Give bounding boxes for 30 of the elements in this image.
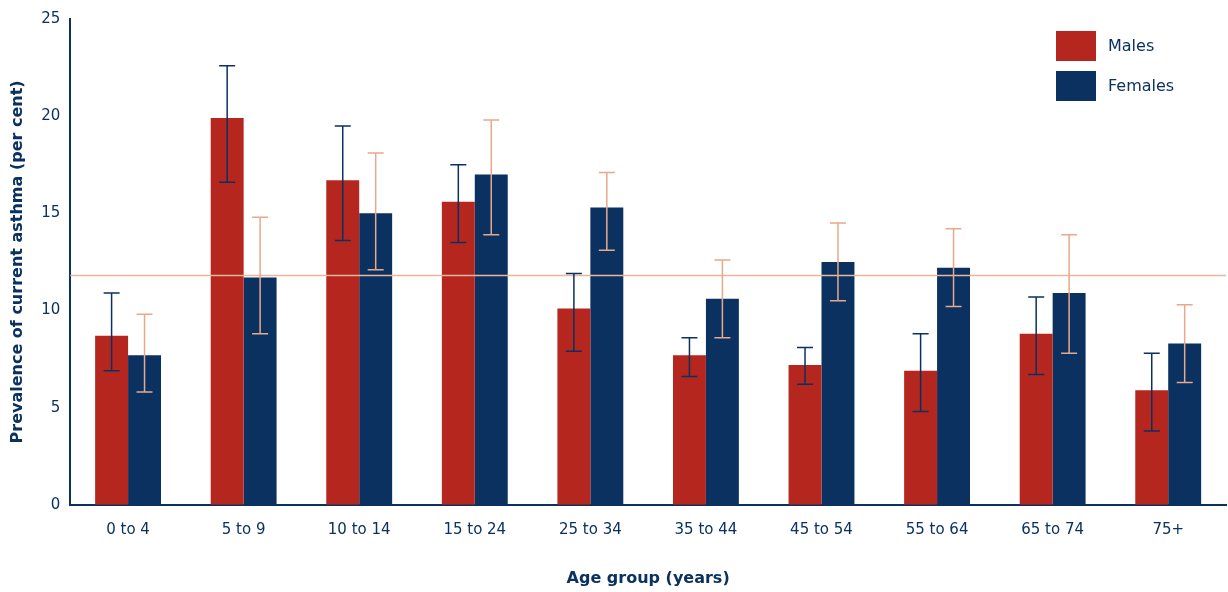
y-tick-label: 5 bbox=[50, 397, 61, 416]
bar bbox=[1019, 333, 1053, 505]
bar bbox=[95, 335, 129, 505]
x-tick-label: 65 to 74 bbox=[1021, 519, 1085, 538]
x-tick-label: 0 to 4 bbox=[106, 519, 150, 538]
bar bbox=[210, 118, 244, 505]
x-tick-label: 25 to 34 bbox=[558, 519, 622, 538]
y-tick-label: 20 bbox=[41, 106, 61, 125]
bar bbox=[1135, 390, 1169, 505]
y-tick-label: 10 bbox=[41, 300, 61, 319]
x-tick-label: 35 to 44 bbox=[674, 519, 738, 538]
x-tick-label: 55 to 64 bbox=[905, 519, 969, 538]
bar bbox=[904, 370, 938, 505]
x-tick-label: 5 to 9 bbox=[221, 519, 266, 538]
x-tick-label: 75+ bbox=[1152, 519, 1185, 538]
x-tick-label: 45 to 54 bbox=[790, 519, 853, 538]
y-axis-title: Prevalence of current asthma (per cent) bbox=[6, 80, 26, 444]
legend-label: Males bbox=[1108, 36, 1155, 56]
x-tick-label: 15 to 24 bbox=[443, 519, 507, 538]
bar bbox=[326, 180, 360, 505]
bar bbox=[557, 308, 591, 505]
bar bbox=[788, 364, 822, 505]
y-tick-label: 15 bbox=[41, 203, 61, 222]
legend-label: Females bbox=[1108, 76, 1175, 96]
x-axis-title: Age group (years) bbox=[566, 567, 730, 587]
bar bbox=[441, 201, 475, 505]
bar bbox=[672, 355, 706, 505]
y-tick-label: 25 bbox=[41, 8, 61, 27]
y-tick-label: 0 bbox=[50, 494, 61, 513]
x-tick-label: 10 to 14 bbox=[327, 519, 391, 538]
